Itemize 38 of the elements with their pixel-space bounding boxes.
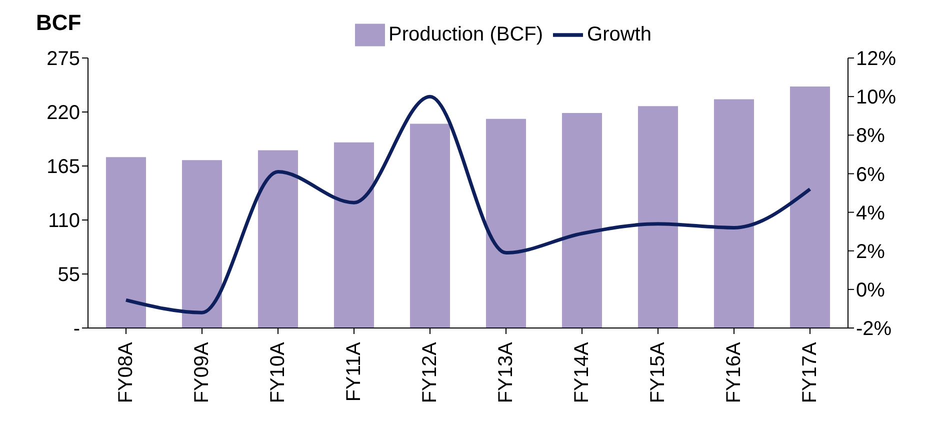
legend-label: Growth	[587, 23, 652, 46]
x-tick-label: FY10A	[267, 341, 289, 404]
bar	[258, 150, 298, 328]
line-series	[124, 94, 812, 314]
x-tick-label: FY09A	[191, 341, 213, 404]
y-tick-label: 110	[48, 210, 80, 232]
bar	[562, 112, 602, 328]
y2-tick-label: 4%	[856, 202, 886, 224]
legend-label: Production (BCF)	[388, 23, 544, 46]
y2-tick-label: 6%	[856, 164, 886, 186]
x-tick-label: FY13A	[495, 341, 517, 404]
bar	[410, 124, 450, 328]
bar	[106, 157, 146, 328]
y-tick-label: 275	[46, 48, 80, 70]
y2-tick-label: -2%	[856, 318, 892, 340]
x-tick-label: FY14A	[571, 341, 593, 404]
bar	[182, 160, 222, 328]
y2-tick-label: 10%	[856, 86, 896, 109]
bar	[486, 118, 526, 328]
bar	[638, 106, 678, 328]
y-tick-label: 220	[46, 102, 80, 124]
x-tick-label: FY11A	[343, 341, 365, 402]
x-tick-label: FY12A	[419, 341, 441, 404]
x-tick-label: FY17A	[799, 341, 821, 404]
x-tick-label: FY16A	[723, 341, 745, 404]
y-tick-label: -	[73, 318, 80, 340]
bar	[714, 99, 754, 328]
y2-tick-label: 12%	[856, 48, 896, 70]
x-tick-label: FY08A	[115, 341, 137, 404]
y-tick-label: 165	[46, 156, 80, 178]
x-tick-label: FY15A	[647, 341, 669, 404]
y-tick-label: 55	[58, 264, 80, 286]
y2-tick-label: 8%	[856, 125, 886, 148]
bar	[334, 142, 374, 328]
y-axis-title: BCF	[36, 10, 82, 36]
y2-tick-label: 2%	[856, 240, 886, 263]
bar	[790, 86, 830, 328]
y2-tick-label: 0%	[856, 280, 886, 302]
